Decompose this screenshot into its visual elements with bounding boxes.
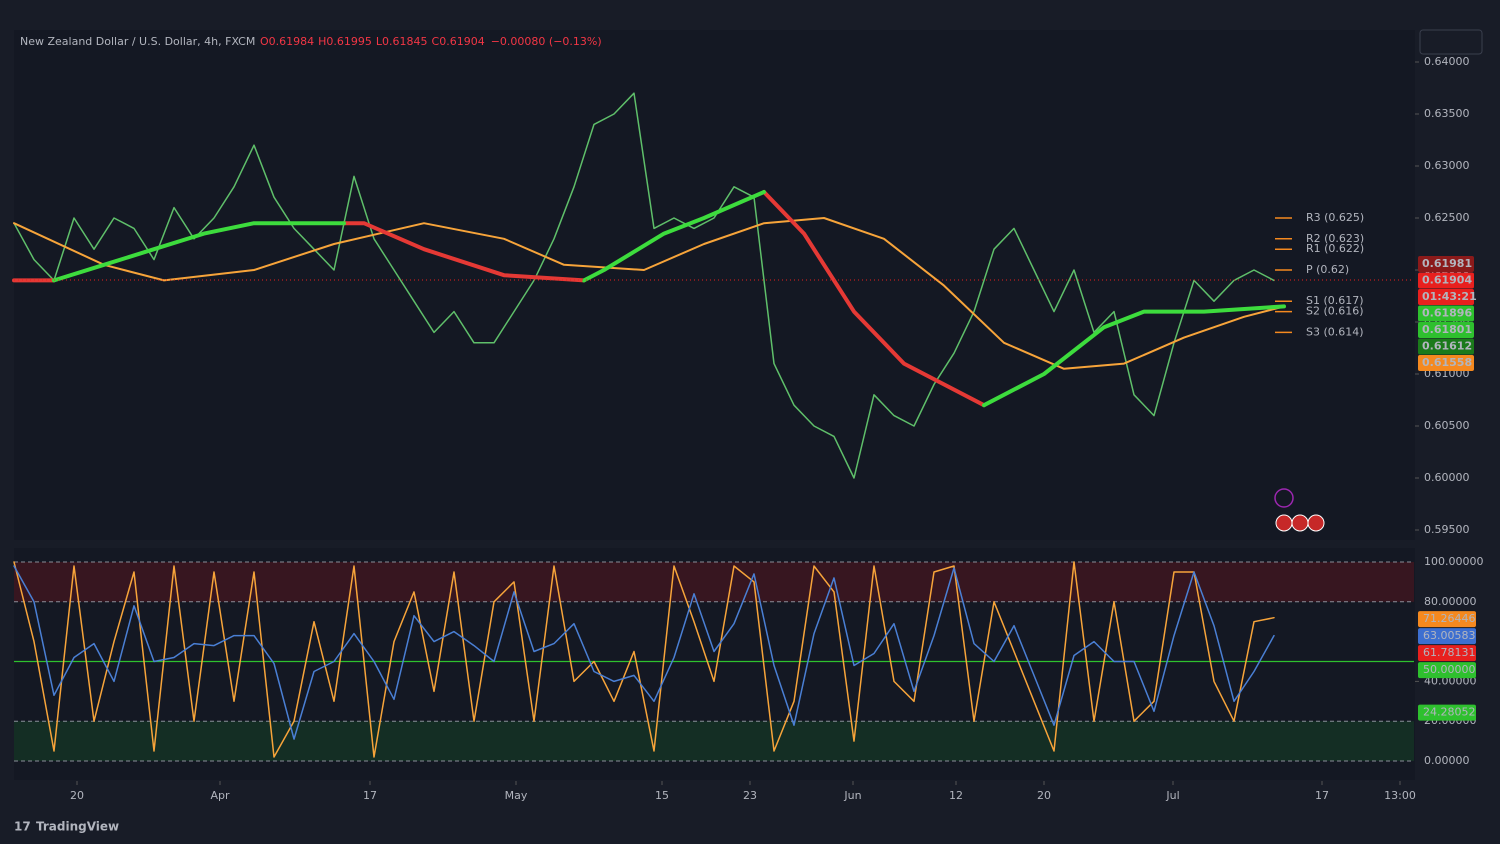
value-tag [1418,662,1476,679]
x-tick-label: 20 [1037,789,1051,802]
y-tick-label: 80.00000 [1424,595,1477,608]
overbought-zone [14,562,1414,602]
x-tick-label: 23 [743,789,757,802]
series-line [13,217,1285,370]
y-tick-label: 0.60500 [1424,419,1470,432]
y-tick-label: 0.60000 [1424,471,1470,484]
value-tag [1418,645,1476,662]
value-tag-label: 61.78131 [1423,646,1476,659]
price-tag [1418,255,1474,272]
x-tick-label: May [505,789,528,802]
pivot-label: S2 (0.616) [1306,305,1364,318]
y-tick-label: 0.63500 [1424,107,1470,120]
x-tick-label: 15 [655,789,669,802]
x-tick-label: 17 [363,789,377,802]
x-tick-label: 12 [949,789,963,802]
ohlc-value: L0.61845 [376,35,428,48]
x-tick-label: Apr [210,789,230,802]
symbol-title: New Zealand Dollar / U.S. Dollar, 4h, FX… [20,35,255,48]
flag-icon[interactable] [1291,514,1309,532]
pivot-label: R2 (0.623) [1306,232,1364,245]
series-line [13,565,1275,740]
price-tag-label: 0.61904 [1422,273,1472,286]
y-tick-label: 0.59500 [1424,523,1470,536]
price-tag-label: 0.61801 [1422,323,1472,336]
value-tag-label: 63.00583 [1423,629,1476,642]
ohlc-readout: O0.61984 H0.61995 L0.61845 C0.61904 −0.00080… [260,35,602,48]
price-tag [1418,354,1474,371]
price-tag-label: 0.61558 [1422,356,1472,369]
y-tick-label: 0.62500 [1424,211,1470,224]
oscillator-pane [14,548,1415,780]
ohlc-value: C0.61904 [432,35,485,48]
pivot-label: P (0.62) [1306,263,1349,276]
series-line [52,190,1286,408]
y-tick-label: 0.64000 [1424,55,1470,68]
flag-icon[interactable] [1307,514,1325,532]
series-line [13,561,1275,758]
series-line [13,92,1275,479]
x-tick-label: 17 [1315,789,1329,802]
flag-icon[interactable] [1275,514,1293,532]
value-tag [1418,628,1476,645]
x-tick-label: 13:00 [1384,789,1416,802]
y-tick-label: 100.00000 [1424,555,1484,568]
x-tick-label: 20 [70,789,84,802]
y-tick-label: 0.63000 [1424,159,1470,172]
ohlc-value: O0.61984 [260,35,314,48]
value-tag-label: 71.26446 [1423,612,1476,625]
price-tag [1418,305,1474,322]
value-tag [1418,611,1476,628]
pane-button[interactable] [1419,29,1483,55]
brand: TradingView [36,820,119,834]
price-pane [14,30,1415,540]
price-tag-label: 01:43:21 [1422,290,1477,303]
pivot-label: S1 (0.617) [1306,294,1364,307]
price-tag [1418,272,1474,289]
pivot-label: S3 (0.614) [1306,325,1364,338]
change: −0.00080 (−0.13%) [491,35,602,48]
price-tag [1418,338,1474,355]
price-tag-label: 0.61896 [1422,306,1472,319]
y-tick-label: 0.00000 [1424,754,1470,767]
value-tag-label: 24.28052 [1423,706,1476,719]
pivot-label: R1 (0.622) [1306,242,1364,255]
price-tag-label: 0.61981 [1422,257,1472,270]
price-tag [1418,321,1474,338]
pivot-label: R3 (0.625) [1306,211,1364,224]
ohlc-value: H0.61995 [318,35,372,48]
oversold-zone [14,721,1414,761]
price-tag-label: 0.61612 [1422,339,1472,352]
brand-logo: 17 [14,820,31,834]
price-tag [1418,288,1474,305]
x-tick-label: Jul [1165,789,1179,802]
value-tag [1418,704,1476,721]
event-icon[interactable] [1274,488,1294,508]
value-tag-label: 50.00000 [1423,663,1476,676]
x-tick-label: Jun [843,789,861,802]
